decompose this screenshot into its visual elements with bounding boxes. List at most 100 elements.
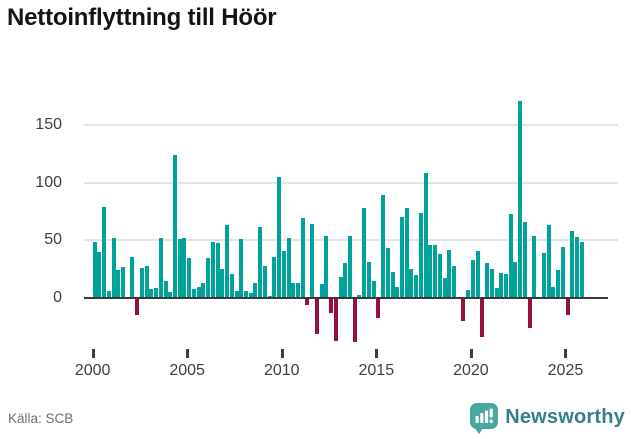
bar: [489, 269, 494, 298]
y-axis-tick-label: 100: [35, 173, 62, 191]
bar: [574, 236, 579, 298]
bar: [485, 263, 490, 298]
bar: [310, 224, 315, 298]
bar: [272, 256, 277, 298]
bar: [546, 225, 551, 298]
bar: [97, 251, 102, 298]
bar: [314, 299, 319, 334]
bar: [433, 244, 438, 298]
bar: [234, 291, 239, 298]
newsworthy-logo[interactable]: Newsworthy: [470, 399, 625, 435]
y-axis-tick-label: 0: [53, 289, 62, 306]
x-axis-tick-label: 2000: [74, 362, 111, 379]
bar: [532, 235, 537, 298]
bar: [442, 278, 447, 298]
bar: [338, 277, 343, 298]
bar: [177, 239, 182, 298]
bar: [362, 208, 367, 298]
bar: [333, 299, 338, 341]
bar: [243, 291, 248, 298]
bar: [461, 299, 466, 321]
bar: [466, 289, 471, 298]
bar: [508, 213, 513, 298]
bar: [475, 250, 480, 298]
x-axis-tick-label: 2005: [169, 362, 205, 379]
bar: [414, 274, 419, 298]
bar: [518, 100, 523, 298]
bar: [385, 248, 390, 298]
bar: [281, 250, 286, 298]
chart-title: Nettoinflyttning till Höör: [7, 4, 277, 31]
bar: [352, 299, 357, 342]
x-axis-tick: [375, 349, 379, 358]
bar: [163, 280, 168, 298]
bar: [173, 155, 177, 298]
logo-bubble-shape: [470, 403, 499, 429]
bar: [92, 241, 97, 298]
source-attribution: Källa: SCB: [8, 411, 74, 426]
bar: [286, 238, 291, 298]
bar: [253, 283, 258, 298]
bar: [452, 265, 456, 298]
bar: [366, 262, 371, 298]
bar: [229, 273, 234, 298]
bar: [191, 288, 196, 298]
bar: [102, 206, 107, 298]
x-axis-tick: [469, 349, 473, 358]
bar: [494, 287, 499, 298]
bar: [158, 238, 163, 298]
bar: [121, 266, 125, 298]
x-axis-tick: [186, 349, 190, 358]
bar: [111, 238, 116, 298]
bar: [423, 173, 428, 298]
bar: [504, 273, 508, 298]
bar: [210, 241, 215, 298]
bar: [522, 221, 527, 298]
bar: [201, 283, 206, 298]
x-axis-tick: [280, 349, 284, 358]
bar: [130, 256, 135, 298]
x-axis-tick-label: 2020: [453, 362, 489, 379]
gridline: [84, 124, 618, 126]
bar: [376, 299, 381, 318]
bar: [262, 265, 267, 298]
bar: [220, 269, 225, 298]
bar: [551, 286, 556, 298]
bar: [267, 295, 272, 298]
bar: [182, 238, 187, 298]
bar: [371, 280, 376, 298]
bar: [499, 272, 504, 298]
bar: [343, 263, 348, 298]
bar: [470, 259, 475, 298]
bar: [513, 262, 518, 298]
bar: [357, 294, 362, 298]
bar: [447, 249, 452, 298]
bar: [295, 283, 300, 298]
bar: [556, 270, 560, 298]
x-axis-tick-label: 2015: [358, 362, 395, 379]
x-axis-line: [84, 297, 608, 299]
bar: [579, 241, 584, 298]
bar: [404, 208, 409, 298]
bar: [196, 286, 201, 298]
x-axis-tick-label: 2010: [263, 362, 300, 379]
bar: [541, 253, 546, 298]
bar: [225, 225, 229, 298]
bar: [381, 195, 385, 298]
bar: [139, 268, 144, 298]
x-axis-tick: [564, 349, 568, 358]
x-axis-tick: [91, 349, 95, 358]
gridline: [84, 181, 618, 184]
bar: [206, 257, 211, 298]
bar: [347, 235, 352, 298]
bar: [527, 299, 532, 328]
bar: [277, 176, 281, 298]
bar: [248, 293, 253, 298]
bar: [154, 287, 159, 298]
newsworthy-bar-chart-bubble-icon: [470, 403, 499, 434]
newsworthy-wordmark: Newsworthy: [505, 405, 625, 428]
bar: [239, 239, 244, 298]
bar: [116, 270, 121, 298]
bar: [329, 299, 333, 313]
